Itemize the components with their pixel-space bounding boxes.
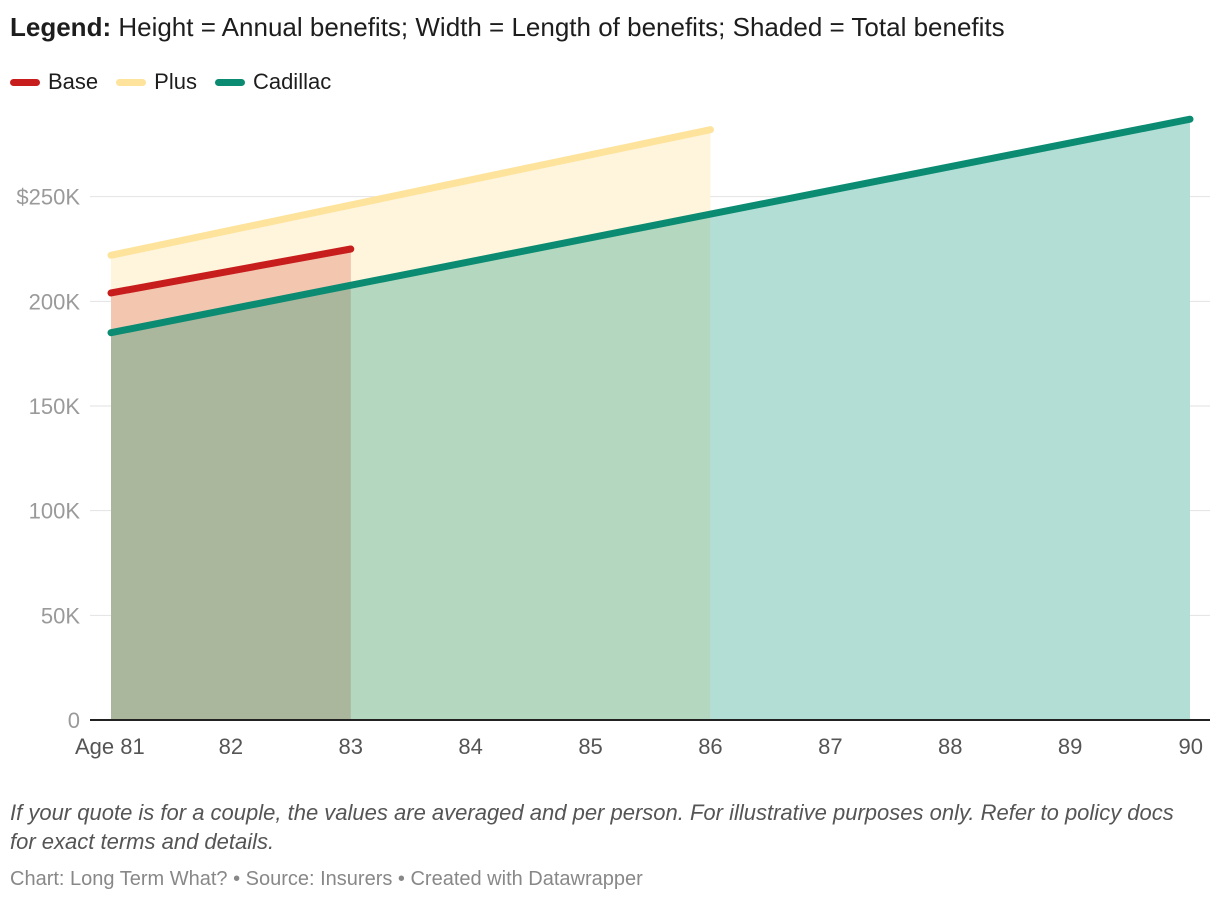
- area-overlap-cadillac-base: [111, 285, 351, 720]
- legend-item-plus: Plus: [116, 68, 197, 96]
- legend-label-plus: Plus: [154, 69, 197, 94]
- chart-note: If your quote is for a couple, the value…: [10, 800, 1174, 854]
- legend-item-base: Base: [10, 68, 98, 96]
- chart-title-bold: Legend:: [10, 12, 112, 42]
- legend-swatch-base: [10, 78, 40, 86]
- x-tick-label-0: Age 81: [75, 734, 145, 759]
- x-tick-label-8: 89: [1058, 734, 1082, 759]
- chart-title-text: Height = Annual benefits; Width = Length…: [111, 12, 1005, 42]
- y-tick-label-4: 200K: [29, 289, 81, 314]
- y-tick-label-3: 150K: [29, 394, 81, 419]
- legend-label-base: Base: [48, 69, 99, 94]
- x-tick-label-2: 83: [339, 734, 363, 759]
- x-tick-label-9: 90: [1179, 734, 1203, 759]
- legend-item-cadillac: Cadillac: [214, 68, 332, 96]
- x-tick-label-1: 82: [219, 734, 243, 759]
- legend: Base Plus Cadillac: [10, 68, 349, 96]
- area-base-above: [111, 249, 351, 333]
- x-tick-label-5: 86: [698, 734, 722, 759]
- x-tick-label-6: 87: [818, 734, 842, 759]
- line-base: [107, 245, 355, 297]
- y-tick-label-2: 100K: [29, 499, 81, 524]
- y-tick-label-5: $250K: [16, 185, 80, 210]
- legend-swatch-cadillac: [214, 78, 245, 86]
- x-tick-label-3: 84: [458, 734, 482, 759]
- chart-credits: Chart: Long Term What? • Source: Insurer…: [10, 868, 643, 890]
- chart-title: Legend: Height = Annual benefits; Width …: [10, 10, 1005, 44]
- y-tick-label-0: 0: [68, 708, 80, 733]
- line-plus: [107, 126, 714, 259]
- legend-swatch-plus: [116, 78, 147, 86]
- x-tick-label-7: 88: [938, 734, 962, 759]
- legend-label-cadillac: Cadillac: [252, 69, 332, 94]
- y-tick-label-1: 50K: [41, 603, 80, 628]
- x-tick-label-4: 85: [578, 734, 602, 759]
- line-cadillac: [107, 115, 1194, 337]
